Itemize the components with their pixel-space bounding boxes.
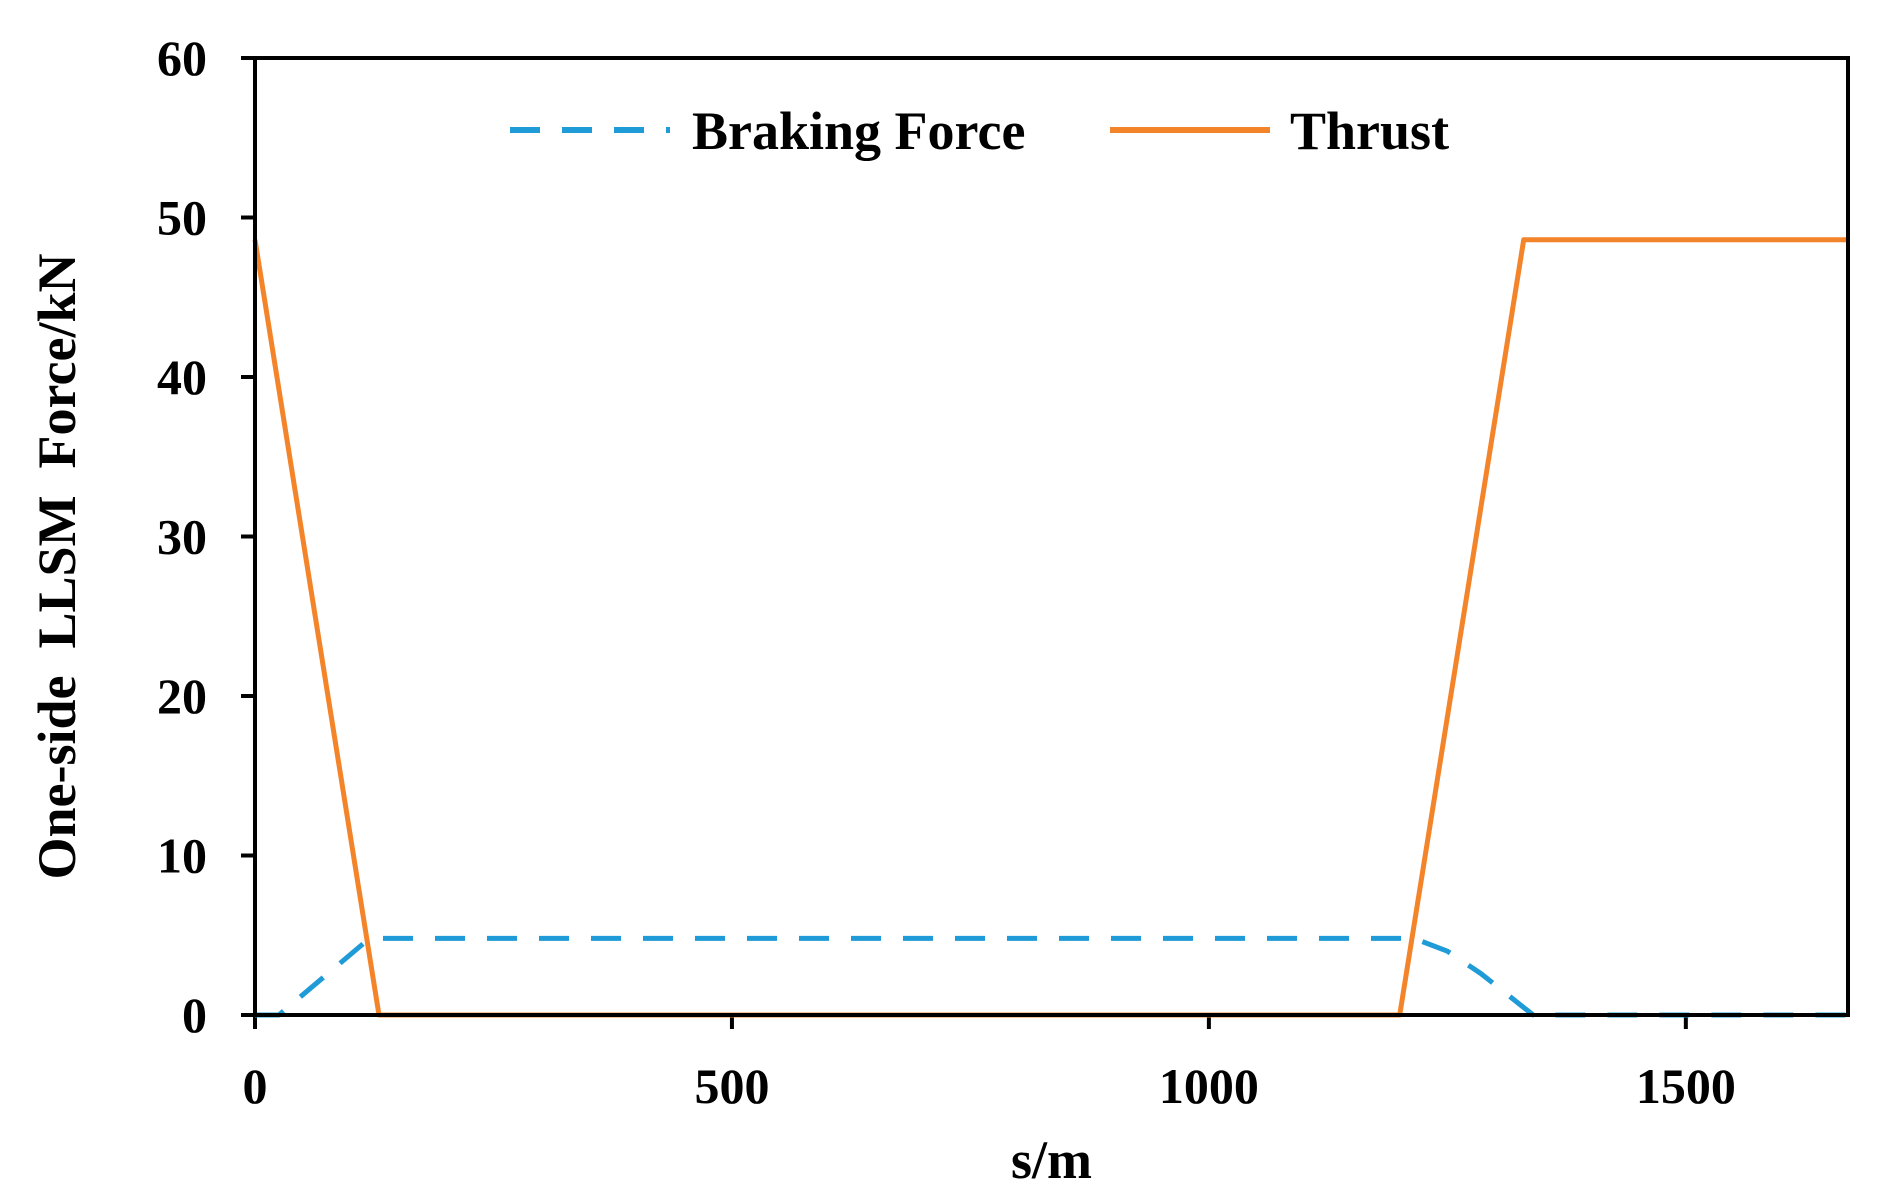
series-line-thrust	[252, 237, 1848, 1018]
y-tick-label: 60	[157, 30, 207, 86]
y-tick-label: 10	[157, 828, 207, 884]
series-layer	[252, 237, 1848, 1018]
legend: Braking Force Thrust	[510, 101, 1449, 161]
legend-label: Braking Force	[692, 101, 1025, 161]
x-tick-label: 0	[243, 1058, 268, 1114]
x-tick-label: 500	[694, 1058, 769, 1114]
y-tick-label: 40	[157, 349, 207, 405]
y-tick-label: 30	[157, 509, 207, 565]
x-tick-label: 1000	[1159, 1058, 1259, 1114]
plot-frame	[253, 56, 1850, 1017]
x-tick-label: 1500	[1636, 1058, 1736, 1114]
x-axis-ticks: 0 500 1000 1500	[243, 1015, 1736, 1114]
legend-label: Thrust	[1290, 101, 1449, 161]
series-line-braking-force	[255, 935, 1848, 1018]
y-tick-label: 0	[182, 987, 207, 1043]
y-tick-label: 50	[157, 190, 207, 246]
x-axis-title: s/m	[1011, 1130, 1092, 1190]
y-axis-title: One-side LLSM Force/kN	[27, 254, 87, 880]
y-axis-ticks: 0 10 20 30 40 50 60	[157, 30, 255, 1043]
y-tick-label: 20	[157, 668, 207, 724]
